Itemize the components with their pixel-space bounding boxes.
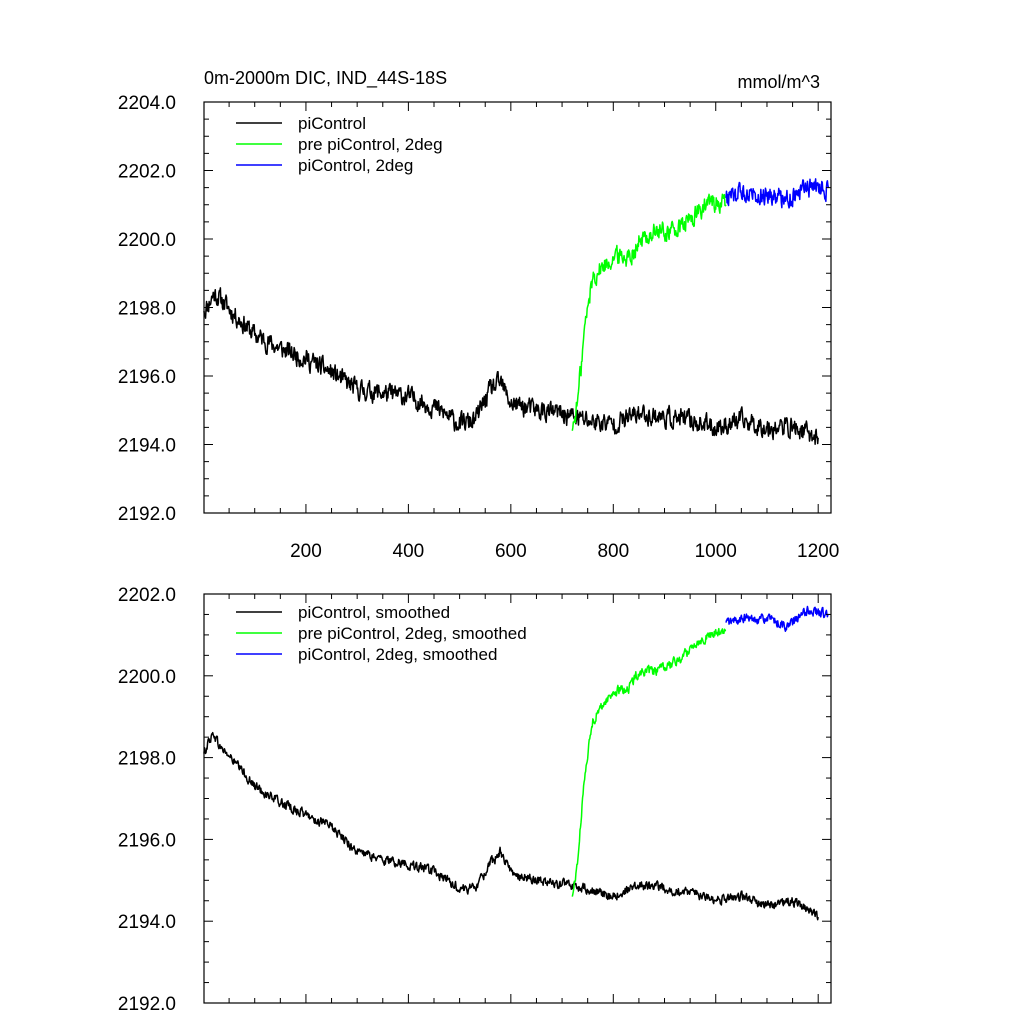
chart-title: 0m-2000m DIC, IND_44S-18S <box>204 68 447 89</box>
y-tick-label: 2192.0 <box>118 504 176 525</box>
y-tick-label: 2200.0 <box>118 230 176 251</box>
top-chart: 0m-2000m DIC, IND_44S-18S mmol/m^3 piCon… <box>118 68 839 562</box>
series-line-3 <box>725 178 830 209</box>
y-tick-label: 2192.0 <box>118 994 176 1015</box>
y-tick-label: 2198.0 <box>118 299 176 320</box>
x-tick-label: 400 <box>393 541 425 562</box>
x-tick-label: 1200 <box>797 541 839 562</box>
legend-label: pre piControl, 2deg <box>298 135 443 154</box>
axes: 2192.0 2194.0 2196.0 2198.0 2200.0 2202.0 <box>118 585 832 1015</box>
legend-label: piControl, 2deg <box>298 156 413 175</box>
y-tick-label: 2194.0 <box>118 436 176 457</box>
legend-label: piControl, 2deg, smoothed <box>298 645 497 664</box>
bottom-chart: piControl, smoothed pre piControl, 2deg, … <box>118 585 832 1015</box>
x-tick-label: 600 <box>495 541 527 562</box>
y-tick-label: 2202.0 <box>118 162 176 183</box>
units-label: mmol/m^3 <box>738 72 820 92</box>
series-line-1 <box>203 731 819 921</box>
plot-lines <box>203 605 829 921</box>
legend-label: pre piControl, 2deg, smoothed <box>298 624 527 643</box>
series-line-2 <box>571 193 727 431</box>
y-tick-label: 2204.0 <box>118 93 176 114</box>
series-line-1 <box>203 287 819 445</box>
series-line-3 <box>725 605 829 632</box>
x-tick-label: 200 <box>290 541 322 562</box>
x-tick-label: 800 <box>597 541 629 562</box>
y-tick-label: 2198.0 <box>118 749 176 770</box>
y-tick-label: 2196.0 <box>118 367 176 388</box>
legend: piControl, smoothed pre piControl, 2deg, … <box>236 603 527 664</box>
legend-label: piControl, smoothed <box>298 603 450 622</box>
axes: 200 400 600 800 1000 1200 2192.0 2194.0 2196.0 21… <box>118 93 839 562</box>
series-line-2 <box>571 627 727 897</box>
y-tick-label: 2202.0 <box>118 585 176 606</box>
y-tick-label: 2194.0 <box>118 912 176 933</box>
y-tick-label: 2200.0 <box>118 667 176 688</box>
y-tick-label: 2196.0 <box>118 830 176 851</box>
legend: piControl pre piControl, 2deg piControl, 2… <box>236 114 443 175</box>
plot-lines <box>203 178 830 445</box>
x-tick-label: 1000 <box>695 541 737 562</box>
legend-label: piControl <box>298 114 366 133</box>
